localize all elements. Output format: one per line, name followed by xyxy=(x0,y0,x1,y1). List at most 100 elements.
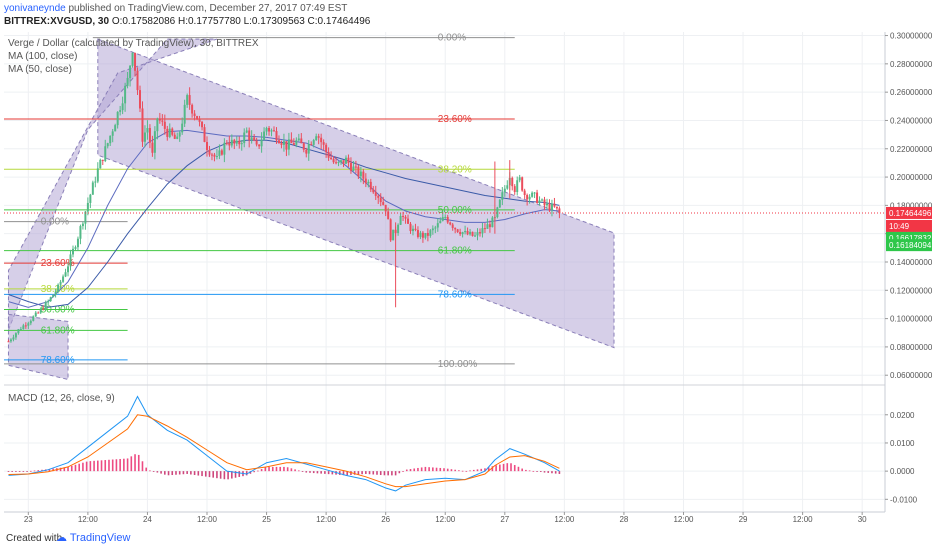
candle-body-206 xyxy=(518,177,521,181)
candle-body-52 xyxy=(136,70,139,91)
symbol-line: BITTREX:XVGUSD, 30 O:0.17582086 H:0.1775… xyxy=(4,16,370,27)
macd-hist-bar-114 xyxy=(432,467,434,472)
candle-body-161 xyxy=(407,218,410,224)
y-tick-label-9: 0.12000000 xyxy=(890,286,932,295)
candle-body-186 xyxy=(469,231,472,235)
x-tick-label-10: 28 xyxy=(619,515,628,524)
macd-hist-bar-58 xyxy=(223,471,226,480)
y-tick-label-6: 0.18000000 xyxy=(890,201,932,210)
candle-body-35 xyxy=(94,181,97,183)
macd-hist-bar-5 xyxy=(26,471,28,472)
candle-body-215 xyxy=(541,199,544,201)
y-tick-label-11: 0.08000000 xyxy=(890,343,932,352)
candle-body-115 xyxy=(292,143,295,145)
candle-body-221 xyxy=(555,206,558,209)
macd-hist-bar-133 xyxy=(502,463,505,472)
tradingview-logo-icon[interactable]: ☁ TradingView xyxy=(56,532,131,544)
macd-hist-bar-54 xyxy=(208,471,211,478)
candle-body-95 xyxy=(243,132,246,144)
candle-body-138 xyxy=(349,162,352,171)
candle-body-195 xyxy=(491,217,494,228)
candle-body-134 xyxy=(340,160,343,162)
x-tick-label-13: 12:00 xyxy=(793,515,814,524)
macd-hist-bar-41 xyxy=(160,471,162,474)
candle-body-120 xyxy=(305,149,308,154)
candle-body-69 xyxy=(178,132,181,137)
macd-hist-bar-19 xyxy=(78,463,80,472)
candle-body-54 xyxy=(141,108,144,142)
macd-hist-bar-105 xyxy=(398,471,401,474)
macd-hist-bar-102 xyxy=(387,471,389,476)
candle-body-199 xyxy=(501,192,504,200)
candle-body-59 xyxy=(153,131,156,153)
candle-body-72 xyxy=(186,95,189,105)
candle-body-8 xyxy=(27,323,30,326)
macd-hist-bar-62 xyxy=(238,471,241,477)
channel-small xyxy=(7,313,69,381)
macd-hist-bar-29 xyxy=(115,459,118,472)
candle-body-81 xyxy=(208,150,211,155)
macd-hist-bar-83 xyxy=(316,471,319,474)
macd-hist-bar-116 xyxy=(439,467,442,472)
candle-body-175 xyxy=(441,217,444,221)
macd-hist-bar-95 xyxy=(361,471,363,475)
candle-body-0 xyxy=(7,341,10,343)
candle-body-141 xyxy=(357,166,360,177)
candle-body-21 xyxy=(59,281,62,285)
ma-b-tag-text: 0.16184094 xyxy=(889,241,932,250)
candle-body-154 xyxy=(389,219,392,241)
macd-hist-bar-24 xyxy=(97,460,99,472)
candle-body-85 xyxy=(218,150,221,157)
candle-body-25 xyxy=(69,254,72,267)
candle-body-17 xyxy=(49,297,52,302)
candle-body-18 xyxy=(52,294,55,298)
candle-body-114 xyxy=(290,139,293,144)
candle-body-24 xyxy=(67,266,70,273)
candle-body-210 xyxy=(528,196,531,200)
candle-body-67 xyxy=(173,134,176,139)
candle-body-201 xyxy=(506,185,509,189)
macd-hist-bar-129 xyxy=(487,467,490,472)
candle-body-207 xyxy=(521,177,524,191)
candle-body-62 xyxy=(161,120,164,122)
candle-body-11 xyxy=(34,312,37,317)
candle-body-218 xyxy=(548,203,551,211)
candle-body-149 xyxy=(377,195,380,198)
ma-a-tag-text: 0.16617832 xyxy=(889,234,932,243)
candle-body-126 xyxy=(320,137,323,143)
candle-body-102 xyxy=(260,139,263,147)
macd-hist-bar-25 xyxy=(100,460,103,472)
candle-body-103 xyxy=(263,131,266,140)
y-tick-label-10: 0.10000000 xyxy=(890,315,932,324)
candle-body-136 xyxy=(344,157,347,164)
macd-hist-bar-36 xyxy=(141,461,144,472)
macd-hist-bar-126 xyxy=(476,469,479,472)
macd-hist-bar-80 xyxy=(305,471,308,473)
macd-hist-bar-60 xyxy=(231,471,233,479)
candle-body-142 xyxy=(359,171,362,177)
x-tick-label-1: 12:00 xyxy=(78,515,99,524)
candle-body-53 xyxy=(138,90,141,109)
macd-hist-bar-7 xyxy=(33,470,36,472)
macd-hist-bar-46 xyxy=(178,471,181,475)
candle-body-93 xyxy=(238,140,241,145)
candle-body-74 xyxy=(191,104,194,114)
author-link[interactable]: yonivaneynde xyxy=(4,3,66,14)
candle-body-150 xyxy=(379,197,382,203)
candle-body-111 xyxy=(282,141,285,145)
candle-body-5 xyxy=(19,329,22,331)
candle-body-205 xyxy=(516,180,519,193)
macd-hist-bar-128 xyxy=(484,468,486,472)
candle-body-125 xyxy=(317,136,320,138)
macd-hist-bar-49 xyxy=(190,471,192,475)
candle-body-22 xyxy=(62,276,65,282)
candle-body-209 xyxy=(526,195,529,200)
candle-body-160 xyxy=(404,216,407,219)
candle-body-3 xyxy=(14,333,17,338)
macd-hist-bar-141 xyxy=(532,470,535,472)
candle-body-166 xyxy=(419,232,422,237)
candle-body-189 xyxy=(476,232,479,236)
macd-hist-bar-50 xyxy=(193,471,196,476)
chart-area[interactable]: 0.00% 23.60% 38.20% 50.00% 61.80% 78.60% 100.0… xyxy=(0,30,932,528)
macd-hist-bar-23 xyxy=(93,460,95,472)
